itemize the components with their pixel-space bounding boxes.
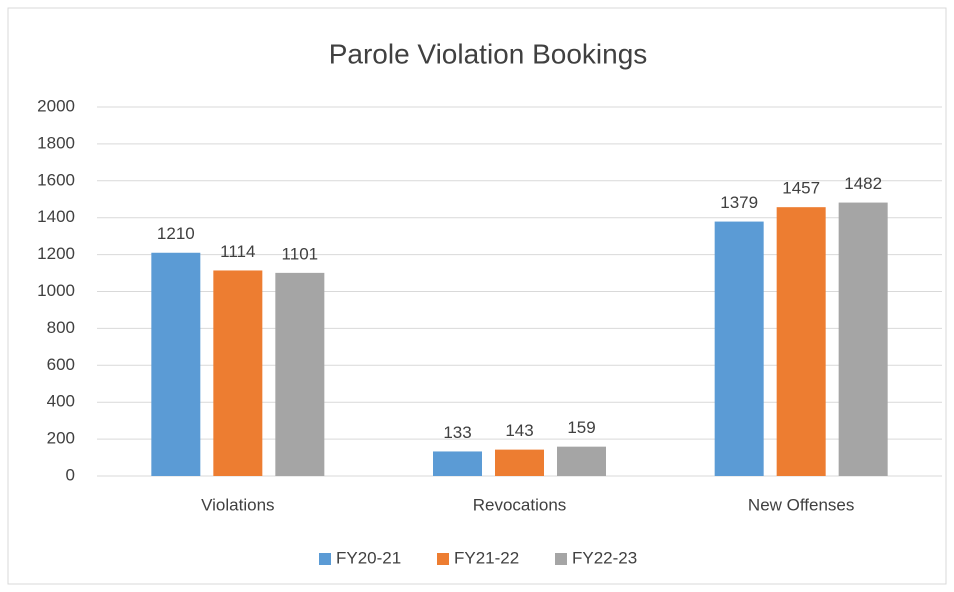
y-tick-label: 600 xyxy=(47,355,75,374)
data-label: 1114 xyxy=(220,242,255,261)
bar xyxy=(838,202,888,477)
data-label: 143 xyxy=(505,421,533,440)
data-label: 1379 xyxy=(720,193,758,212)
y-tick-label: 400 xyxy=(47,392,75,411)
bar xyxy=(557,446,606,476)
bar xyxy=(213,270,263,476)
y-tick-label: 1000 xyxy=(37,281,75,300)
legend-swatch xyxy=(437,553,449,565)
bar xyxy=(275,272,325,476)
y-tick-label: 200 xyxy=(47,429,75,448)
bar xyxy=(151,252,201,476)
legend-label: FY22-23 xyxy=(572,548,637,567)
data-label: 1101 xyxy=(282,244,319,263)
legend-swatch xyxy=(555,553,567,565)
bar xyxy=(495,449,544,476)
legend-label: FY20-21 xyxy=(336,548,401,567)
data-label: 159 xyxy=(567,418,595,437)
bar xyxy=(433,451,482,476)
bar xyxy=(776,207,826,476)
y-tick-label: 1200 xyxy=(37,244,75,263)
y-tick-label: 2000 xyxy=(37,96,75,115)
legend-label: FY21-22 xyxy=(454,548,519,567)
x-tick-label: New Offenses xyxy=(748,495,854,514)
data-label: 1457 xyxy=(782,179,820,198)
data-label: 1482 xyxy=(844,174,882,193)
chart-title: Parole Violation Bookings xyxy=(329,38,648,69)
legend-swatch xyxy=(319,553,331,565)
y-tick-label: 1400 xyxy=(37,207,75,226)
y-tick-label: 1800 xyxy=(37,133,75,152)
data-label: 133 xyxy=(443,423,471,442)
x-tick-label: Violations xyxy=(201,495,274,514)
x-tick-label: Revocations xyxy=(473,495,567,514)
y-tick-label: 800 xyxy=(47,318,75,337)
y-tick-label: 0 xyxy=(66,465,75,484)
y-tick-label: 1600 xyxy=(37,170,75,189)
data-label: 1210 xyxy=(157,224,195,243)
bar xyxy=(714,221,764,476)
